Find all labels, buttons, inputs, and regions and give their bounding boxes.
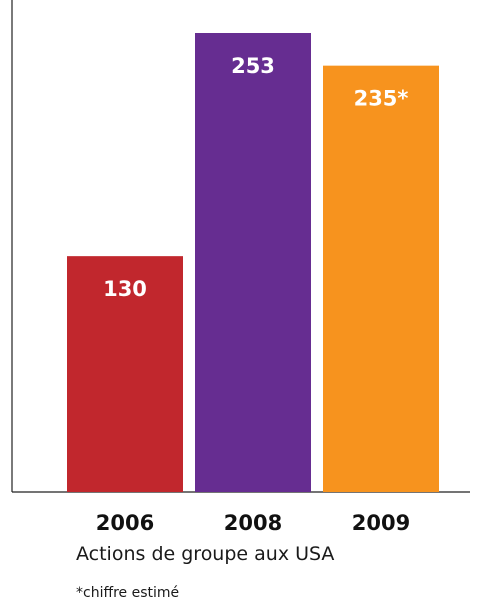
bars-group bbox=[67, 33, 439, 492]
bar-value-label-2006: 130 bbox=[103, 277, 147, 301]
chart-title: Actions de groupe aux USA bbox=[76, 543, 335, 565]
bar-2008 bbox=[195, 33, 311, 492]
x-tick-label-2008: 2008 bbox=[224, 511, 282, 535]
x-tick-labels-group: 2006 2008 2009 bbox=[96, 511, 410, 535]
bar-2009 bbox=[323, 65, 439, 492]
x-tick-label-2006: 2006 bbox=[96, 511, 154, 535]
x-tick-label-2009: 2009 bbox=[352, 511, 410, 535]
bar-value-label-2008: 253 bbox=[231, 54, 275, 78]
bar-value-label-2009: 235* bbox=[354, 87, 409, 111]
chart-footnote: *chiffre estimé bbox=[76, 585, 180, 601]
value-labels-group: 130 253 235* bbox=[103, 54, 408, 301]
bar-2006 bbox=[67, 256, 183, 492]
